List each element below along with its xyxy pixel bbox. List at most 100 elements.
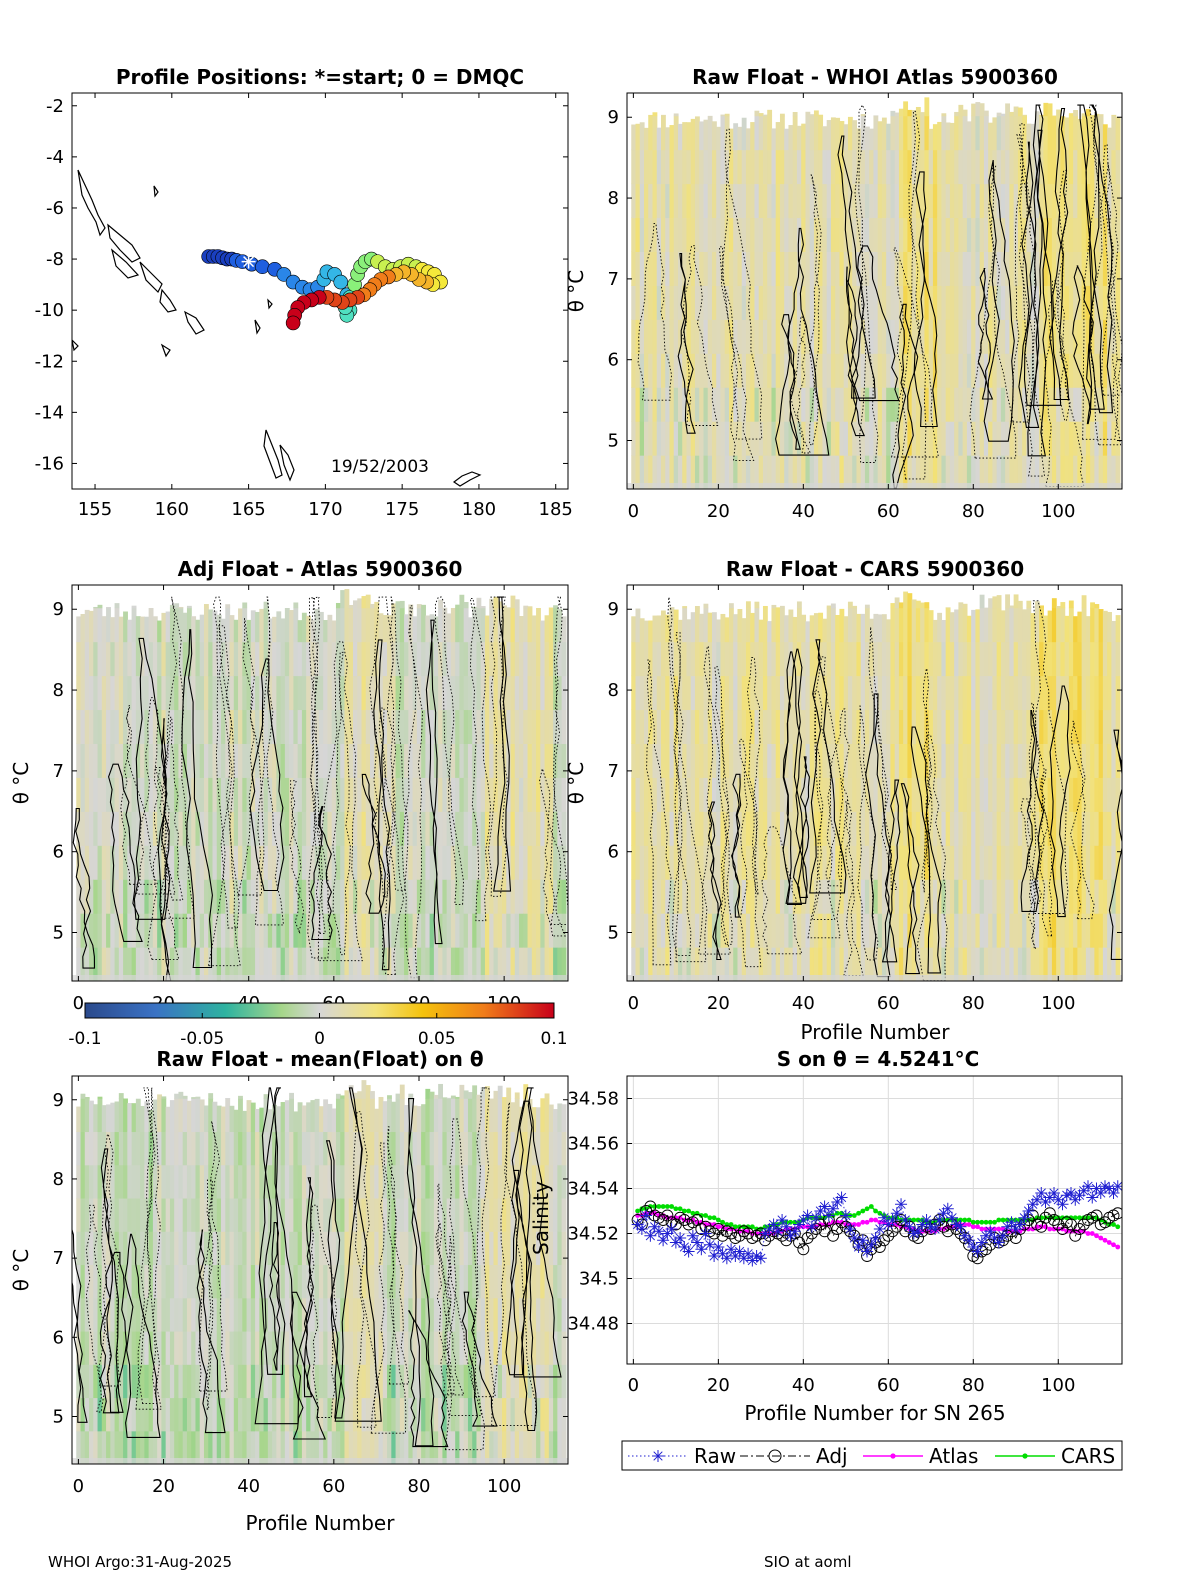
heatmap-cell [442, 675, 448, 711]
heatmap-cell [728, 128, 734, 151]
heatmap-cell [830, 879, 836, 914]
heatmap-cell [801, 879, 807, 914]
heatmap-cell [758, 113, 764, 117]
heatmap-cell [293, 913, 299, 948]
heatmap-cell [966, 285, 972, 320]
heatmap-cell [1102, 743, 1108, 778]
heatmap-cell [365, 709, 371, 744]
heatmap-cell [703, 119, 709, 151]
heatmap-cell [169, 641, 175, 677]
heatmap-cell [212, 777, 218, 812]
heatmap-cell [203, 743, 209, 778]
heatmap-cell [873, 115, 879, 117]
heatmap-cell [557, 709, 563, 744]
heatmap-cell [1098, 285, 1104, 320]
heatmap-cell [1043, 455, 1049, 489]
heatmap-cell [792, 251, 798, 286]
heatmap-cell [962, 387, 968, 422]
heatmap-cell [1090, 777, 1095, 812]
heatmap-cell [110, 1330, 116, 1365]
heatmap-cell [877, 614, 883, 643]
contour-line [388, 596, 409, 891]
heatmap-cell [157, 1197, 163, 1232]
heatmap-cell [89, 777, 94, 812]
heatmap-cell [1039, 947, 1044, 981]
heatmap-cell [890, 603, 896, 609]
heatmap-cell [873, 845, 879, 880]
heatmap-cell [297, 1264, 303, 1299]
heatmap-cell [131, 743, 137, 778]
heatmap-cell [1081, 183, 1087, 219]
heatmap-cell [915, 607, 921, 643]
heatmap-cell [949, 845, 955, 880]
heatmap-cell [741, 149, 747, 185]
heatmap-cell [979, 455, 985, 489]
contour-line [781, 314, 801, 450]
heatmap-cell [635, 353, 641, 388]
heatmap-cell [1111, 149, 1117, 185]
heatmap-cell [703, 387, 709, 422]
heatmap-cell [238, 777, 243, 812]
heatmap-cell [686, 845, 692, 880]
heatmap-cell [502, 913, 507, 948]
heatmap-cell [455, 777, 461, 812]
heatmap-cell [284, 607, 290, 643]
heatmap-cell [898, 251, 904, 286]
heatmap-cell [652, 251, 658, 286]
heatmap-cell [1081, 113, 1087, 117]
heatmap-cell [898, 641, 904, 677]
heatmap-cell [263, 879, 269, 914]
heatmap-cell [631, 616, 637, 643]
heatmap-cell [745, 845, 751, 880]
heatmap-cell [941, 619, 947, 643]
heatmap-cell [758, 319, 764, 354]
heatmap-cell [1098, 777, 1104, 812]
heatmap-cell [314, 1297, 320, 1332]
heatmap-cell [707, 217, 713, 252]
heatmap-cell [318, 1430, 324, 1464]
heatmap-cell [784, 285, 790, 320]
heatmap-cell [502, 811, 507, 846]
heatmap-cell [754, 913, 760, 948]
heatmap-cell [750, 641, 756, 677]
heatmap-cell [898, 115, 904, 151]
heatmap-cell [502, 607, 507, 643]
heatmap-cell [949, 743, 955, 778]
heatmap-cell [93, 777, 99, 812]
heatmap-cell [830, 455, 836, 489]
heatmap-cell [988, 675, 994, 711]
heatmap-cell [221, 1106, 226, 1133]
heatmap-cell [813, 709, 819, 744]
heatmap-cell [553, 709, 558, 744]
heatmap-cell [497, 743, 503, 778]
heatmap-cell [233, 675, 239, 711]
contour-line [1016, 134, 1046, 477]
heatmap-cell [639, 675, 645, 711]
heatmap-cell [886, 149, 892, 185]
heatmap-cell [835, 319, 841, 354]
heatmap-cell [703, 149, 709, 185]
heatmap-cell [830, 387, 836, 422]
heatmap-cell [157, 1131, 163, 1166]
heatmap-cell [123, 1297, 128, 1332]
heatmap-cell [894, 183, 900, 219]
heatmap-cell [1039, 353, 1044, 388]
heatmap-cell [1034, 285, 1040, 320]
heatmap-cell [161, 1297, 167, 1332]
heatmap-cell [323, 1197, 329, 1232]
heatmap-cell [779, 947, 785, 981]
heatmap-cell [387, 743, 392, 778]
heatmap-cell [928, 149, 934, 185]
heatmap-cell [682, 421, 688, 456]
heatmap-cell [1005, 811, 1011, 846]
heatmap-cell [784, 353, 790, 388]
heatmap-cell [203, 913, 209, 948]
heatmap-cell [971, 103, 977, 117]
heatmap-cell [208, 1264, 214, 1299]
heatmap-cell [476, 641, 482, 677]
heatmap-cell [310, 1430, 316, 1464]
heatmap-cell [754, 285, 760, 320]
heatmap-cell [932, 217, 938, 252]
y-tick-label: 5 [608, 431, 619, 452]
contour-line [892, 303, 919, 489]
